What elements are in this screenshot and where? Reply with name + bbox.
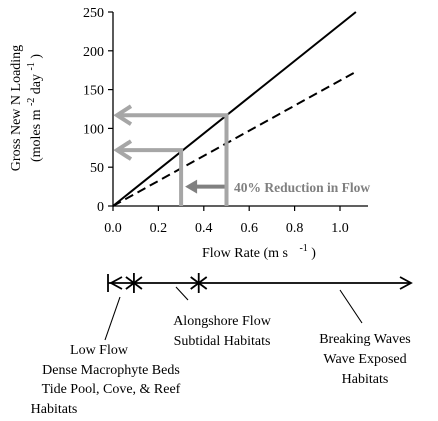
series-line-solid (112, 11, 357, 207)
x-axis-label-close: ) (311, 246, 316, 261)
y-tick-label: 200 (83, 45, 104, 60)
low-flow-label-2: Dense Macrophyte Beds (42, 363, 180, 378)
x-tick-label: 0.6 (240, 221, 258, 236)
y-tick-label: 0 (97, 200, 104, 215)
habitat-labels: Low Flow Dense Macrophyte Beds Tide Pool… (31, 314, 411, 417)
y-tick-label: 250 (83, 6, 104, 21)
breaking-waves-label-3: Habitats (342, 372, 389, 387)
y-axis-label-unit-exp2: -1 (26, 62, 37, 70)
y-axis-label-unit-mid: day (29, 74, 44, 94)
habitat-scale-arrowhead (399, 276, 413, 290)
x-axis-label-main: Flow Rate (m s (202, 246, 288, 261)
habitat-break-star (190, 273, 208, 293)
alongshore-label-1: Alongshore Flow (173, 314, 272, 329)
x-tick-label: 0.4 (195, 221, 213, 236)
x-tick-label: 0.0 (104, 221, 122, 236)
x-tick-label: 1.0 (331, 221, 349, 236)
leader-line-alongshore (175, 286, 189, 301)
habitat-break-star (125, 273, 143, 293)
breaking-waves-label-1: Breaking Waves (319, 332, 411, 347)
reduction-annotation: 40% Reduction in Flow (234, 180, 370, 195)
low-flow-label-4: Habitats (31, 402, 78, 417)
reduction-markers (113, 104, 229, 206)
alongshore-label-2: Subtidal Habitats (174, 334, 271, 349)
series-line-dashed (112, 70, 357, 207)
y-axis-label-unit-exp1: -2 (26, 98, 37, 106)
y-ticks: 0 50 100 150 200 250 (83, 6, 113, 215)
low-flow-label-3: Tide Pool, Cove, & Reef (42, 382, 181, 397)
x-axis-label: Flow Rate (m s -1 ) (202, 240, 316, 261)
x-tick-label: 0.2 (150, 221, 168, 236)
y-tick-label: 50 (90, 161, 104, 176)
x-ticks: 0.0 0.2 0.4 0.6 0.8 1.0 (104, 206, 349, 236)
leader-line-breaking-waves (339, 289, 363, 324)
y-axis-label-unit-post: ) (29, 54, 44, 59)
reduction-arrow-head (185, 179, 198, 194)
low-flow-label-1: Low Flow (70, 343, 129, 358)
breaking-waves-label-2: Wave Exposed (323, 352, 406, 367)
marker-arrow-high-loading-head (113, 104, 133, 126)
habitat-scale-left-arrowhead (109, 276, 123, 290)
habitat-scale-breaks (125, 273, 208, 293)
y-axis-label-line1: Gross New N Loading (9, 45, 24, 171)
leader-line-low-flow (104, 296, 121, 341)
marker-arrow-low-loading-head (113, 139, 133, 161)
y-axis-label-line2: (moles m -2 day -1 ) (23, 54, 44, 162)
y-tick-label: 150 (83, 84, 104, 99)
habitat-scale (104, 273, 413, 341)
y-axis-label-unit-pre: (moles m (29, 109, 44, 162)
series-layer (112, 11, 357, 207)
y-axis-label: Gross New N Loading (moles m -2 day -1 ) (9, 45, 44, 171)
y-tick-label: 100 (83, 122, 104, 137)
x-tick-label: 0.8 (286, 221, 304, 236)
x-axis-label-exponent: -1 (299, 243, 307, 254)
